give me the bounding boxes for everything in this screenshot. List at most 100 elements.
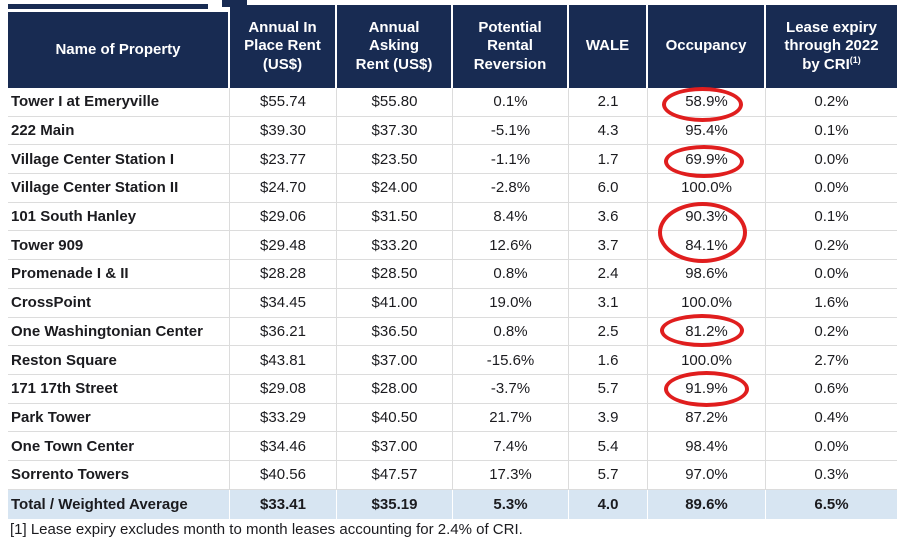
table-row: One Town Center $34.46 $37.00 7.4% 5.4 9… (8, 432, 897, 461)
wale-cell: 3.9 (569, 403, 648, 432)
lease-expiry-cell: 2.7% (814, 351, 849, 369)
in-place-rent-cell: $33.29 (230, 403, 337, 432)
top-edge-artifact (8, 4, 208, 9)
lease-expiry-cell: 0.6% (814, 380, 849, 398)
asking-rent-cell: $23.50 (337, 145, 453, 174)
property-table: Name of Property Annual In Place Rent (U… (8, 5, 897, 519)
asking-rent-cell: $24.00 (337, 174, 453, 202)
wale-cell: 3.1 (569, 288, 648, 317)
asking-rent-cell: $41.00 (337, 288, 453, 317)
lease-expiry-cell: 0.2% (814, 93, 849, 111)
wale-cell: 5.4 (569, 432, 648, 460)
property-name-cell: Village Center Station II (8, 174, 230, 202)
lease-expiry-cell: 0.0% (814, 265, 849, 283)
reversion-cell: 0.1% (453, 88, 569, 116)
header-label-text: Lease expiry through 2022 by CRI (784, 19, 879, 73)
in-place-rent-cell: $28.28 (230, 260, 337, 288)
top-edge-notch-artifact (222, 0, 247, 7)
occupancy-cell: 98.4% (648, 432, 766, 460)
total-label: Total / Weighted Average (8, 489, 230, 519)
lease-expiry-cell: 0.2% (814, 322, 849, 340)
asking-rent-cell: $37.00 (337, 346, 453, 374)
lease-expiry-cell: 0.0% (814, 437, 849, 455)
occupancy-cell: 100.0% (648, 346, 766, 374)
in-place-rent-cell: $23.77 (230, 145, 337, 174)
header-label: WALE (585, 37, 630, 55)
property-name-cell: Reston Square (8, 346, 230, 374)
property-name-cell: Sorrento Towers (8, 460, 230, 489)
reversion-cell: -15.6% (453, 346, 569, 374)
header-label: Occupancy (665, 37, 747, 55)
property-name-cell: Tower I at Emeryville (8, 88, 230, 116)
asking-rent-cell: $36.50 (337, 317, 453, 346)
asking-rent-cell: $31.50 (337, 202, 453, 231)
total-occupancy: 89.6% (648, 489, 766, 519)
wale-cell: 5.7 (569, 460, 648, 489)
table-header-row: Name of Property Annual In Place Rent (U… (8, 5, 897, 88)
header-label: Name of Property (55, 40, 181, 58)
reversion-cell: 17.3% (453, 460, 569, 489)
column-header-name-of-property: Name of Property (8, 12, 230, 88)
property-name-cell: Tower 909 (8, 231, 230, 260)
occupancy-cell: 84.1% (648, 231, 766, 260)
property-name-cell: One Town Center (8, 432, 230, 460)
reversion-cell: -1.1% (453, 145, 569, 174)
wale-cell: 2.5 (569, 317, 648, 346)
header-label: Potential Rental Reversion (473, 19, 547, 73)
wale-cell: 5.7 (569, 374, 648, 403)
column-header-annual-in-place-rent: Annual In Place Rent (US$) (230, 5, 337, 88)
occupancy-cell: 69.9% (648, 145, 766, 174)
asking-rent-cell: $37.30 (337, 116, 453, 145)
table-row: 222 Main $39.30 $37.30 -5.1% 4.3 95.4% 0… (8, 116, 897, 146)
table-row: CrossPoint $34.45 $41.00 19.0% 3.1 100.0… (8, 288, 897, 318)
property-name-cell: Village Center Station I (8, 145, 230, 174)
header-label: Annual In Place Rent (US$) (244, 19, 321, 73)
property-name-cell: 101 South Hanley (8, 202, 230, 231)
reversion-cell: -2.8% (453, 174, 569, 202)
occupancy-cell: 81.2% (648, 317, 766, 346)
wale-cell: 4.3 (569, 116, 648, 145)
wale-cell: 1.7 (569, 145, 648, 174)
reversion-cell: 0.8% (453, 317, 569, 346)
total-asking-rent: $35.19 (337, 489, 453, 519)
in-place-rent-cell: $36.21 (230, 317, 337, 346)
total-in-place-rent: $33.41 (230, 489, 337, 519)
footnote-marker: (1) (849, 54, 861, 65)
lease-expiry-cell: 0.2% (814, 236, 849, 254)
reversion-cell: 0.8% (453, 260, 569, 288)
table-row: Promenade I & II $28.28 $28.50 0.8% 2.4 … (8, 260, 897, 289)
reversion-cell: 12.6% (453, 231, 569, 260)
total-wale: 4.0 (569, 489, 648, 519)
occupancy-cell: 91.9% (648, 374, 766, 403)
wale-cell: 2.1 (569, 88, 648, 116)
in-place-rent-cell: $29.06 (230, 202, 337, 231)
reversion-cell: -5.1% (453, 116, 569, 145)
column-header-wale: WALE (569, 5, 648, 88)
occupancy-cell: 58.9% (648, 88, 766, 116)
in-place-rent-cell: $29.08 (230, 374, 337, 403)
property-name-cell: Park Tower (8, 403, 230, 432)
property-name-cell: 222 Main (8, 116, 230, 145)
column-header-potential-rental-reversion: Potential Rental Reversion (453, 5, 569, 88)
property-name-cell: Promenade I & II (8, 260, 230, 288)
occupancy-cell: 97.0% (648, 460, 766, 489)
column-header-lease-expiry: Lease expiry through 2022 by CRI(1) (766, 5, 897, 88)
total-lease-expiry: 6.5% (814, 495, 849, 513)
occupancy-cell: 100.0% (648, 174, 766, 202)
column-header-occupancy: Occupancy (648, 5, 766, 88)
reversion-cell: 19.0% (453, 288, 569, 317)
occupancy-cell: 87.2% (648, 403, 766, 432)
property-name-cell: One Washingtonian Center (8, 317, 230, 346)
table-row: Sorrento Towers $40.56 $47.57 17.3% 5.7 … (8, 460, 897, 490)
property-name-cell: CrossPoint (8, 288, 230, 317)
occupancy-cell: 100.0% (648, 288, 766, 317)
in-place-rent-cell: $34.45 (230, 288, 337, 317)
wale-cell: 3.7 (569, 231, 648, 260)
header-label: Annual Asking Rent (US$) (355, 19, 433, 73)
lease-expiry-cell: 0.0% (814, 150, 849, 168)
lease-expiry-cell: 0.0% (814, 179, 849, 197)
property-name-cell: 171 17th Street (8, 374, 230, 403)
wale-cell: 6.0 (569, 174, 648, 202)
footnote: [1] Lease expiry excludes month to month… (10, 521, 523, 538)
